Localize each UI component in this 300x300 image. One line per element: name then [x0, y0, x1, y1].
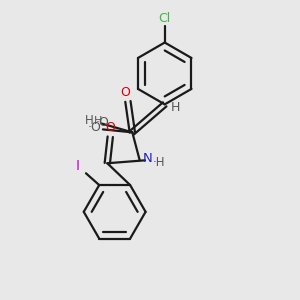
Text: H: H	[171, 101, 181, 114]
Text: H: H	[85, 114, 93, 127]
Text: ·O: ·O	[88, 122, 101, 134]
Text: ·O: ·O	[96, 116, 110, 129]
Text: Cl: Cl	[159, 12, 171, 25]
Text: ·H: ·H	[153, 156, 165, 169]
Text: H: H	[93, 116, 102, 126]
Text: O: O	[121, 86, 130, 99]
Text: I: I	[76, 159, 80, 173]
Text: O: O	[105, 122, 115, 134]
Text: N: N	[143, 152, 153, 165]
